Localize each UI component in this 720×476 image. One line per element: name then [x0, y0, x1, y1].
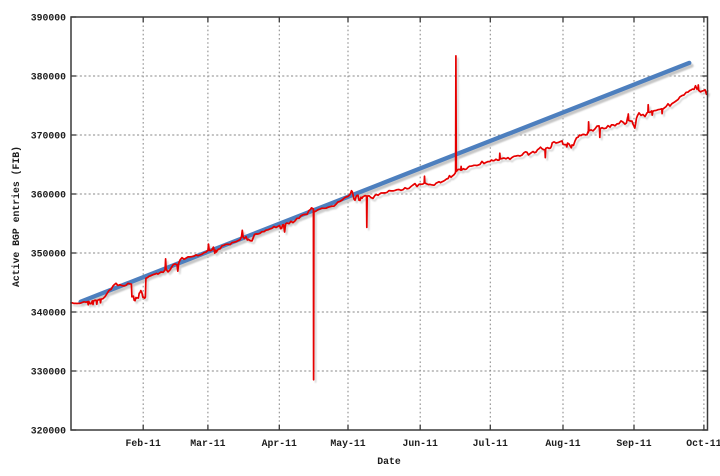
- svg-text:Oct-11: Oct-11: [686, 438, 720, 449]
- svg-text:May-11: May-11: [330, 438, 365, 449]
- svg-text:Feb-11: Feb-11: [126, 438, 161, 449]
- svg-text:Date: Date: [377, 456, 401, 467]
- svg-text:380000: 380000: [31, 71, 66, 82]
- svg-text:390000: 390000: [31, 12, 66, 23]
- svg-text:320000: 320000: [31, 425, 66, 436]
- svg-text:340000: 340000: [31, 307, 66, 318]
- svg-text:360000: 360000: [31, 189, 66, 200]
- svg-text:Jul-11: Jul-11: [473, 438, 508, 449]
- svg-text:350000: 350000: [31, 248, 66, 259]
- svg-text:Apr-11: Apr-11: [262, 438, 297, 449]
- svg-text:370000: 370000: [31, 130, 66, 141]
- svg-text:Aug-11: Aug-11: [545, 438, 580, 449]
- svg-text:330000: 330000: [31, 366, 66, 377]
- svg-text:Jun-11: Jun-11: [403, 438, 438, 449]
- svg-text:Active BGP entries (FIB): Active BGP entries (FIB): [11, 146, 22, 287]
- svg-text:Sep-11: Sep-11: [616, 438, 651, 449]
- svg-text:Mar-11: Mar-11: [190, 438, 225, 449]
